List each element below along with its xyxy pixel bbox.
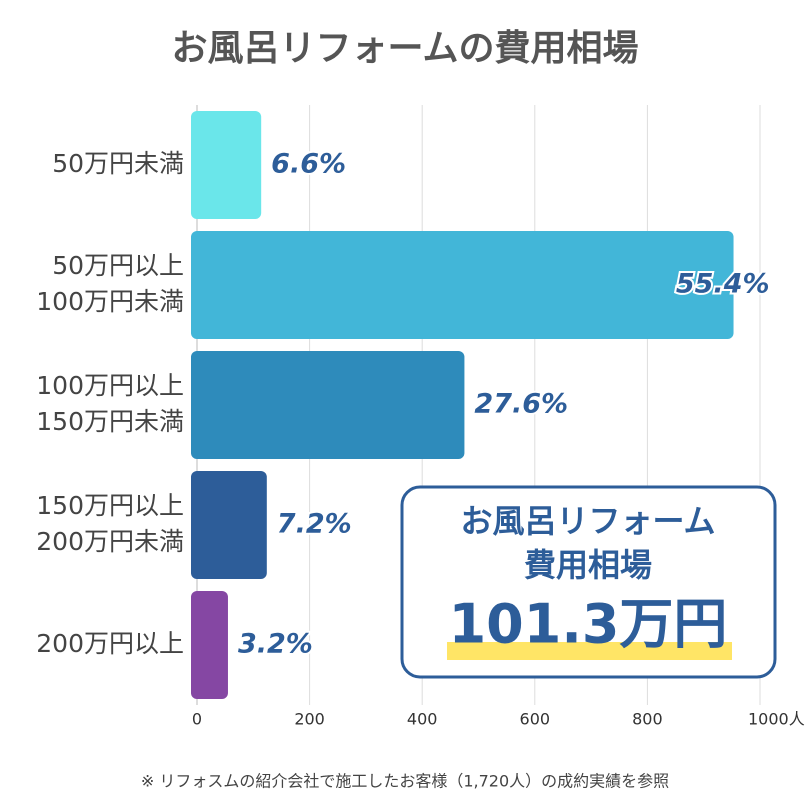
x-tick-label: 1000人 (748, 710, 805, 729)
x-tick-label: 600 (520, 710, 551, 729)
annotation-value: 101.3万円 (449, 593, 728, 656)
bar (191, 471, 267, 579)
y-tick-label: 100万円未満 (36, 287, 184, 316)
y-tick-label: 150万円以上 (36, 491, 184, 520)
x-tick-label: 400 (407, 710, 438, 729)
bar (191, 111, 262, 219)
value-label: 7.2% (277, 509, 352, 540)
footnote: ※ リフォスムの紹介会社で施工したお客様（1,720人）の成約実績を参照 (141, 772, 669, 791)
value-label: 27.6% (474, 389, 568, 420)
value-label: 3.2% (238, 629, 313, 660)
chart-title: お風呂リフォームの費用相場 (172, 28, 639, 69)
annotation-line: お風呂リフォーム (460, 502, 715, 540)
highlight (447, 642, 732, 660)
y-tick-label: 200万円未満 (36, 527, 184, 556)
bars: 6.6% 50万円未満 55.4% 50万円以上 100万円未満 27.6% 100万円以上… (36, 111, 772, 699)
y-tick-label: 100万円以上 (36, 371, 184, 400)
bar (191, 351, 465, 459)
value-label: 6.6% (271, 149, 346, 180)
annotation-line: 費用相場 (524, 546, 652, 584)
x-tick-label: 200 (294, 710, 325, 729)
y-tick-label: 150万円未満 (36, 407, 184, 436)
x-tick-label: 0 (192, 710, 202, 729)
y-tick-label: 50万円未満 (52, 149, 184, 178)
y-tick-label: 50万円以上 (52, 251, 184, 280)
bar (191, 591, 228, 699)
y-tick-label: 200万円以上 (36, 629, 184, 658)
bar (191, 231, 734, 339)
x-tick-label: 800 (632, 710, 663, 729)
value-label: 55.4% (676, 269, 770, 300)
annotation-box (400, 485, 777, 679)
